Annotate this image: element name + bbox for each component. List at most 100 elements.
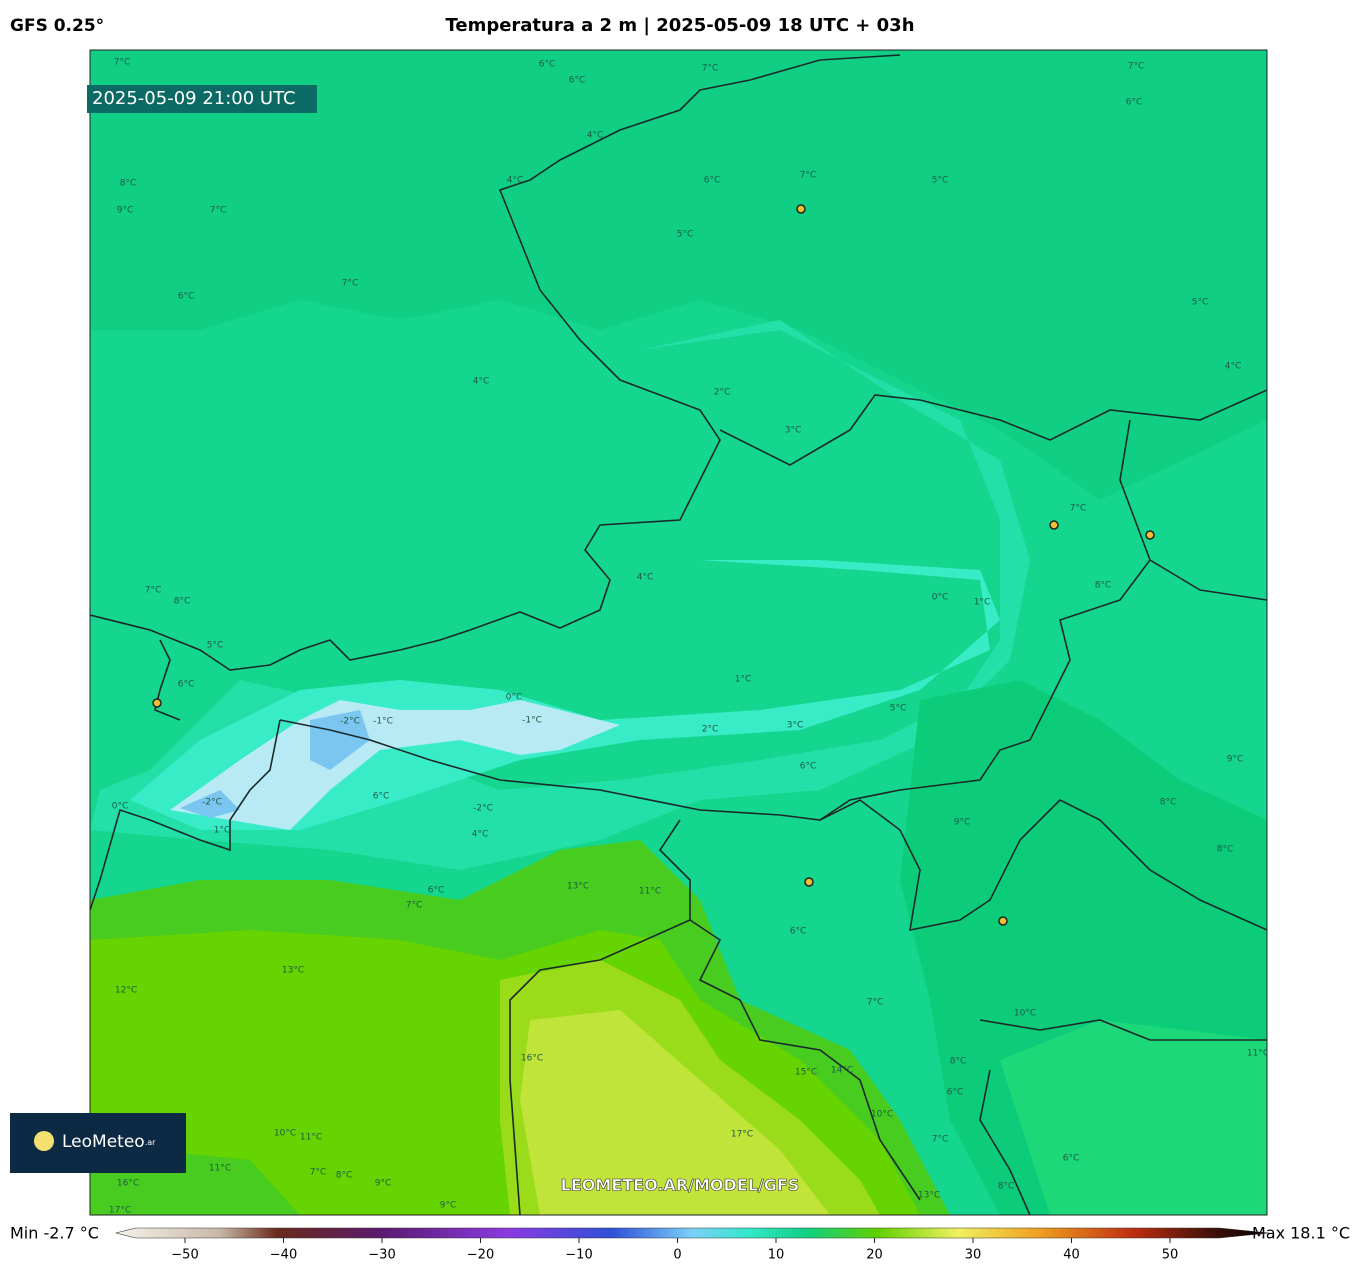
contour-label: -1°C bbox=[522, 716, 542, 726]
colorbar: −50 −40 −30 −20 −10 0 10 20 30 40 50 bbox=[115, 1227, 1270, 1263]
contour-label: 12°C bbox=[115, 986, 137, 996]
contour-label: 8°C bbox=[120, 179, 137, 189]
colorbar-tick-label: −50 bbox=[171, 1248, 198, 1263]
contour-label: 0°C bbox=[932, 593, 949, 603]
contour-label: 11°C bbox=[300, 1133, 322, 1143]
contour-label: 5°C bbox=[207, 641, 224, 651]
contour-label: 6°C bbox=[704, 176, 721, 186]
contour-label: 3°C bbox=[787, 721, 804, 731]
contour-label: 13°C bbox=[282, 966, 304, 976]
contour-label: 8°C bbox=[950, 1057, 967, 1067]
contour-label: 4°C bbox=[587, 131, 604, 141]
contour-label: 5°C bbox=[890, 704, 907, 714]
contour-label: 13°C bbox=[567, 882, 589, 892]
contour-label: 7°C bbox=[406, 901, 423, 911]
contour-label: 6°C bbox=[539, 60, 556, 70]
contour-label: 8°C bbox=[1160, 798, 1177, 808]
region bbox=[1000, 1020, 1267, 1215]
contour-label: 10°C bbox=[274, 1129, 296, 1139]
region bbox=[170, 700, 620, 830]
contour-label: 2°C bbox=[702, 725, 719, 735]
colorbar-gradient bbox=[115, 1227, 1270, 1239]
contour-label: 9°C bbox=[375, 1179, 392, 1189]
contour-label: 7°C bbox=[210, 206, 227, 216]
contour-label: 0°C bbox=[506, 693, 523, 703]
contour-label: 8°C bbox=[1217, 845, 1234, 855]
watermark: LEOMETEO.AR/MODEL/GFS bbox=[561, 1176, 800, 1195]
contour-label: 8°C bbox=[174, 597, 191, 607]
region bbox=[180, 710, 370, 818]
contour-label: -2°C bbox=[202, 798, 222, 808]
model-label: GFS 0.25° bbox=[10, 16, 104, 36]
map-frame bbox=[89, 49, 1268, 1216]
contour-label: 1°C bbox=[214, 826, 231, 836]
logo: LeoMeteo.ar bbox=[10, 1113, 186, 1173]
contour-label: -1°C bbox=[373, 717, 393, 727]
contour-label: 15°C bbox=[795, 1068, 817, 1078]
contour-label: 6°C bbox=[178, 680, 195, 690]
contour-label: 6°C bbox=[1063, 1154, 1080, 1164]
contour-label: 7°C bbox=[310, 1168, 327, 1178]
contour-label: 7°C bbox=[1070, 504, 1087, 514]
contour-label: 17°C bbox=[109, 1206, 131, 1216]
contour-label: -2°C bbox=[473, 804, 493, 814]
contour-label: 5°C bbox=[1192, 298, 1209, 308]
contour-label: 0°C bbox=[112, 802, 129, 812]
cities bbox=[152, 204, 1155, 926]
contour-label: 9°C bbox=[1227, 755, 1244, 765]
colorbar-tick-label: 40 bbox=[1063, 1248, 1080, 1263]
colorbar-tick-label: −10 bbox=[565, 1248, 592, 1263]
contour-label: 3°C bbox=[785, 426, 802, 436]
contour-label: 7°C bbox=[932, 1135, 949, 1145]
region bbox=[90, 50, 1267, 500]
colorbar-tick-label: 0 bbox=[673, 1248, 681, 1263]
contour-label: 9°C bbox=[440, 1201, 457, 1211]
logo-suffix: .ar bbox=[145, 1138, 156, 1147]
colorbar-tick-label: −20 bbox=[467, 1248, 494, 1263]
colorbar-tick-label: 50 bbox=[1162, 1248, 1179, 1263]
contour-label: 8°C bbox=[1095, 581, 1112, 591]
colorbar-tick-label: 10 bbox=[768, 1248, 785, 1263]
contour-label: 10°C bbox=[1014, 1009, 1036, 1019]
contour-label: 8°C bbox=[336, 1171, 353, 1181]
contour-label: 13°C bbox=[918, 1191, 940, 1201]
contour-label: 11°C bbox=[1247, 1049, 1269, 1059]
borders bbox=[90, 54, 1267, 1215]
contour-label: 6°C bbox=[790, 927, 807, 937]
contour-label: 7°C bbox=[342, 279, 359, 289]
region bbox=[520, 1010, 830, 1215]
contour-label: 6°C bbox=[373, 792, 390, 802]
contour-label: 16°C bbox=[521, 1054, 543, 1064]
contour-label: 4°C bbox=[473, 377, 490, 387]
contour-label: 2°C bbox=[714, 388, 731, 398]
contour-label: 6°C bbox=[947, 1088, 964, 1098]
colorbar-tick-label: 30 bbox=[965, 1248, 982, 1263]
contour-label: 4°C bbox=[637, 573, 654, 583]
contour-label: 6°C bbox=[428, 886, 445, 896]
contour-label: 1°C bbox=[735, 675, 752, 685]
min-label: Min -2.7 °C bbox=[10, 1224, 99, 1243]
contour-label: 6°C bbox=[1126, 98, 1143, 108]
colorbar-tick-label: −30 bbox=[368, 1248, 395, 1263]
max-label: Max 18.1 °C bbox=[1252, 1224, 1350, 1243]
contour-label: 4°C bbox=[472, 830, 489, 840]
contour-label: 17°C bbox=[731, 1130, 753, 1140]
contour-label: 6°C bbox=[569, 76, 586, 86]
contour-label: 9°C bbox=[117, 206, 134, 216]
contour-label: 16°C bbox=[117, 1179, 139, 1189]
time-box bbox=[87, 85, 317, 113]
contour-label: 1°C bbox=[974, 598, 991, 608]
contour-label: 7°C bbox=[702, 64, 719, 74]
contour-label: 7°C bbox=[800, 171, 817, 181]
contour-label: 4°C bbox=[507, 176, 524, 186]
map: 7°C 6°C 7°C 6°C 7°C 6°C 5°C 5°C 4°C 4°C 8°C 9°C 7°C 7… bbox=[90, 50, 1269, 1216]
title: Temperatura a 2 m | 2025-05-09 18 UTC + … bbox=[445, 15, 914, 36]
contour-label: 14°C bbox=[831, 1066, 853, 1076]
colorbar-tick-label: −40 bbox=[270, 1248, 297, 1263]
colorbar-tick-label: 20 bbox=[866, 1248, 883, 1263]
contour-label: -2°C bbox=[340, 717, 360, 727]
contour-label: 11°C bbox=[639, 887, 661, 897]
contour-label: 9°C bbox=[954, 818, 971, 828]
logo-text: LeoMeteo bbox=[62, 1132, 145, 1152]
